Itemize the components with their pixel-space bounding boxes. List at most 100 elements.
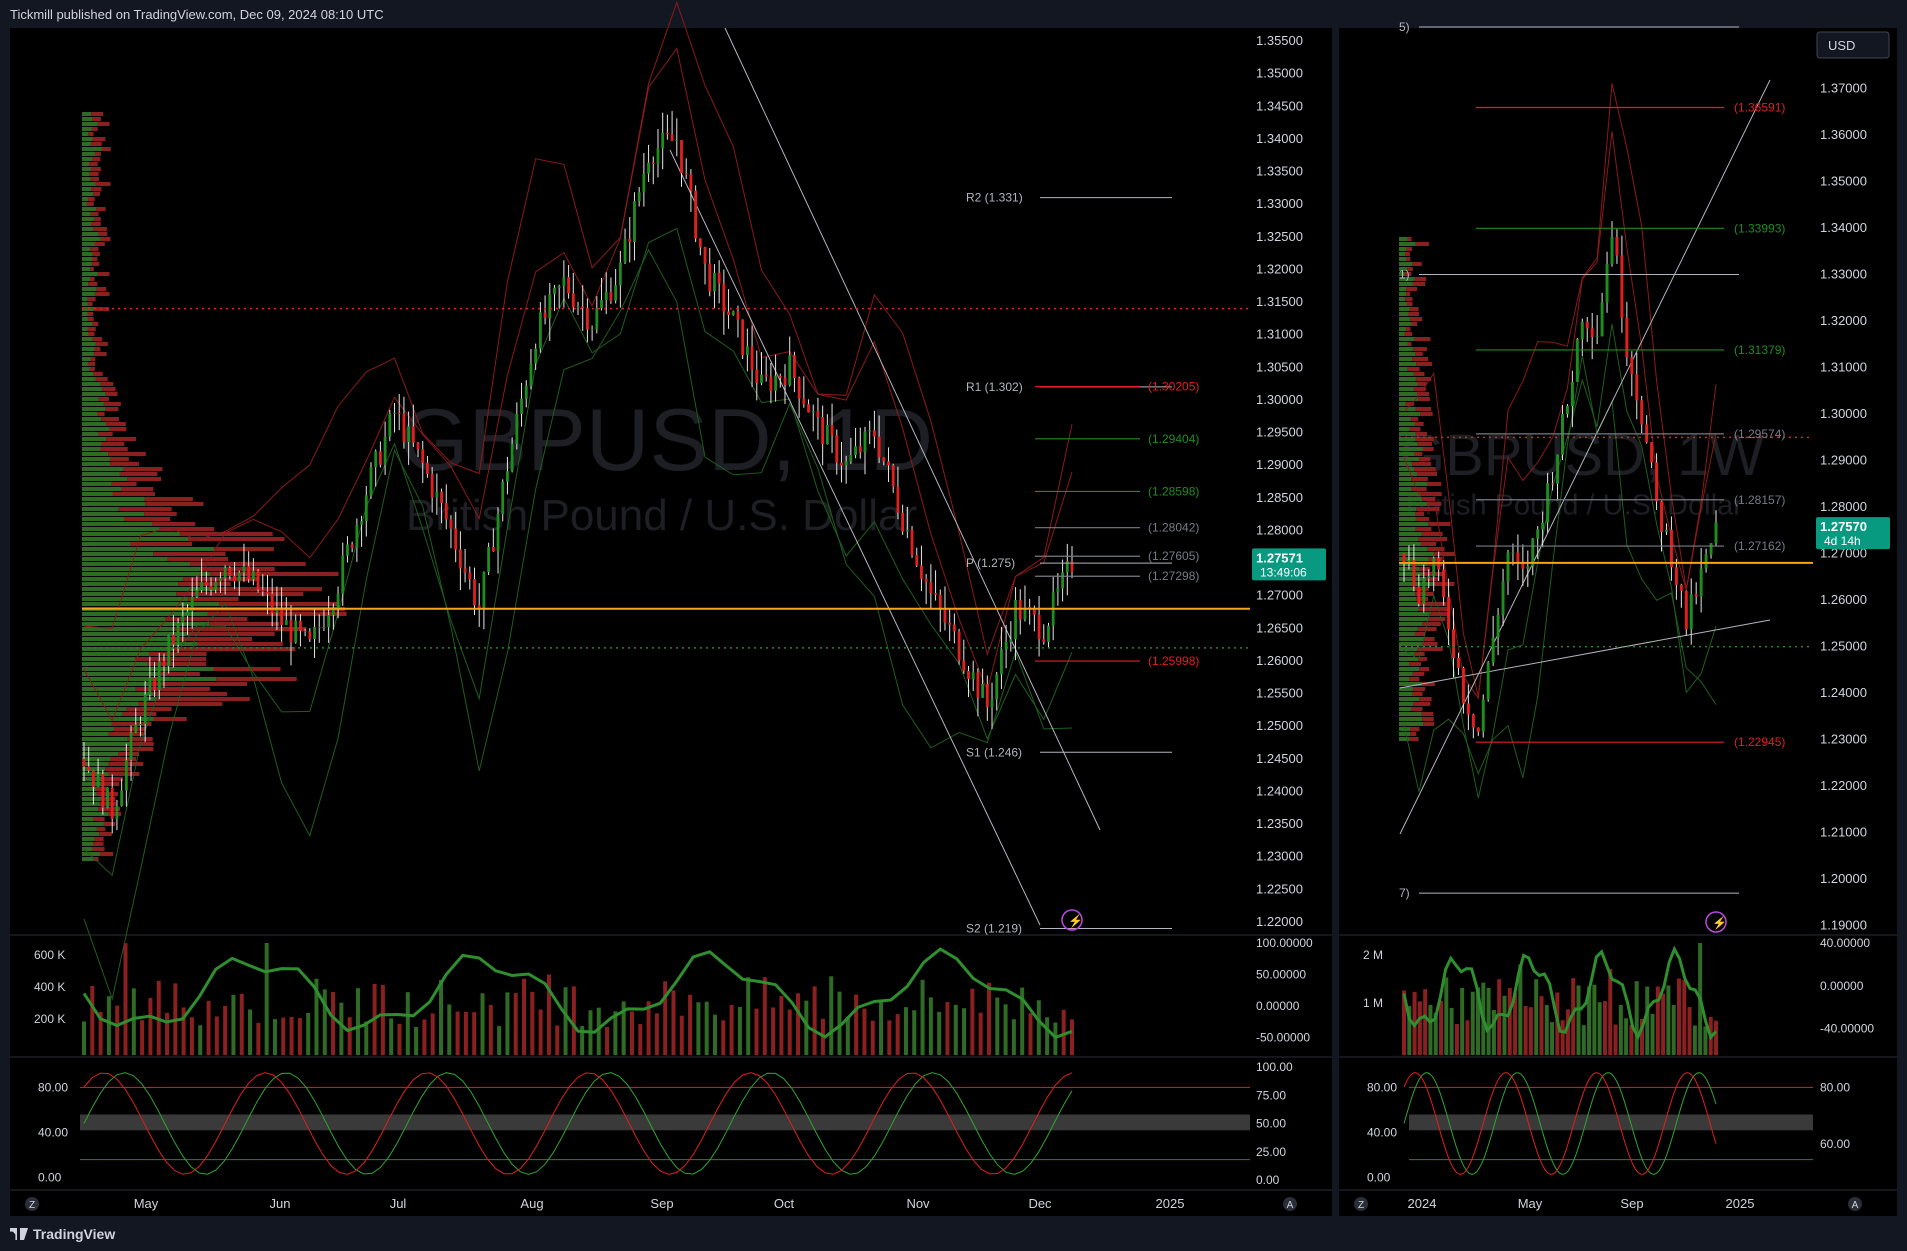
volume-bar [447,1004,452,1055]
auto-scale-button[interactable] [1283,1197,1297,1211]
candle-down [247,566,251,580]
profile-bar-down [1411,417,1419,421]
profile-bar-down [1409,737,1419,741]
candle-up [600,300,603,309]
profile-bar-down [1429,612,1449,616]
volume-bar [115,1005,120,1055]
candle-down [920,565,923,579]
profile-bar-up [82,482,112,486]
oscillator-line-up [1402,945,1718,1041]
profile-bar-up [82,342,96,346]
lightning-icon[interactable] [1061,909,1083,931]
profile-bar-up [82,217,95,221]
profile-bar-down [1405,252,1410,256]
volume-bar [1534,979,1539,1055]
pivot-label-fragment: 7) [1399,886,1410,900]
profile-bar-down [106,422,126,426]
profile-bar-down [87,297,96,301]
profile-bar-down [200,567,275,571]
profile-bar-up [1399,257,1407,261]
profile-bar-up [82,322,93,326]
profile-bar-down [1409,427,1421,431]
candle-down [1669,529,1673,568]
candle-down [1412,560,1416,587]
profile-bar-down [1413,372,1425,376]
volume-bar [430,1013,435,1055]
volume-axis-label: 400 K [34,980,65,994]
candle-down [1551,483,1555,485]
currency-button[interactable]: USD [1816,31,1890,59]
profile-bar-up [1399,452,1415,456]
profile-bar-down [93,842,104,846]
profile-bar-down [92,137,106,141]
candle-up [214,581,218,590]
price-axis-label: 1.37000 [1820,80,1867,95]
volume-bar [787,1009,792,1055]
profile-bar-down [93,857,99,861]
candle-down [1640,400,1644,425]
profile-bar-down [1407,237,1412,241]
candle-up [510,443,514,472]
zoom-corner-button[interactable] [1354,1197,1368,1211]
auto-scale-button[interactable] [1848,1197,1862,1211]
profile-bar-down [108,772,140,776]
price-axis-label: 1.35000 [1820,173,1867,188]
candles [82,111,1074,834]
profile-bar-down [101,442,125,446]
currency-button-frame[interactable] [1816,31,1890,59]
profile-bar-down [106,437,137,441]
volume-bar [1666,985,1671,1055]
candle-up [811,410,815,413]
profile-bar-down [92,252,100,256]
profile-bar-up [82,122,98,126]
profile-bar-up [82,837,95,841]
candle-up [844,461,848,466]
candle-up [538,312,542,349]
price-axis-label: 1.24500 [1256,751,1303,766]
profile-bar-down [98,397,109,401]
profile-bar-down [89,367,95,371]
profile-bar-up [82,262,92,266]
volume-bar [1476,987,1481,1055]
candle-up [1595,336,1599,338]
profile-bar-down [102,387,116,391]
stochastic-d-line [1403,1072,1717,1175]
profile-bar-up [82,617,166,621]
profile-bar-up [82,267,91,271]
volume-bar [737,1006,742,1055]
level-label: (1.29574) [1734,427,1785,441]
candle-up [553,287,556,295]
price-axis-label: 1.26000 [1820,592,1867,607]
volume-bar [1565,1009,1570,1055]
volume-bar [704,1001,709,1055]
profile-bar-up [1399,447,1423,451]
price-axis-label: 1.33000 [1256,196,1303,211]
volume-bar [530,991,535,1055]
candle-up [223,567,227,579]
profile-bar-down [90,142,102,146]
profile-bar-up [82,127,92,131]
volume-bar [189,1017,194,1055]
candle-up [360,521,363,525]
candle-down [91,770,95,787]
zoom-corner-button[interactable] [25,1197,39,1211]
level-label: (1.33993) [1734,221,1785,235]
candle-down [261,589,265,592]
profile-bar-up [1399,357,1413,361]
profile-bar-down [1426,577,1440,581]
volume-bar [181,1007,186,1055]
profile-bar-down [213,667,281,671]
lightning-icon[interactable] [1705,911,1727,933]
candle-up [346,544,349,556]
profile-bar-down [88,282,98,286]
candle-down [1655,462,1659,502]
profile-bar-down [1412,262,1422,266]
profile-bar-up [1399,587,1415,591]
candle-up [96,774,100,787]
volume-bar [314,978,319,1055]
volume-bar [546,974,551,1055]
price-axis-label: 1.36000 [1820,127,1867,142]
profile-bar-up [1399,342,1408,346]
profile-bar-down [1421,497,1436,501]
